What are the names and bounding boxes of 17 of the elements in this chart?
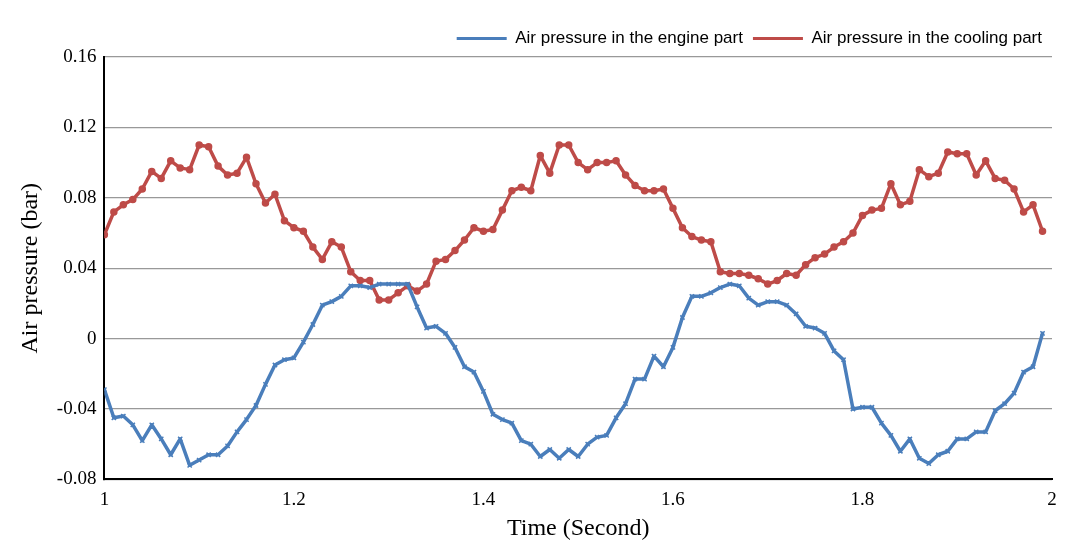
x-tick-label: 1.8 bbox=[850, 487, 875, 509]
y-tick-label: 0.16 bbox=[63, 44, 97, 66]
x-tick-label: 2 bbox=[1047, 487, 1057, 509]
y-tick-label: 0.12 bbox=[63, 115, 97, 137]
x-tick-label: 1.4 bbox=[471, 487, 496, 509]
x-tick-label: 1.2 bbox=[282, 487, 306, 509]
x-tick-label: 1.6 bbox=[661, 487, 685, 509]
y-tick-label: 0.04 bbox=[63, 256, 97, 278]
y-tick-label: -0.08 bbox=[56, 467, 97, 489]
legend-label: Air pressure in the cooling part bbox=[811, 28, 1043, 48]
x-axis-title: Time (Second) bbox=[506, 513, 650, 540]
y-tick-label: -0.04 bbox=[56, 396, 97, 418]
y-axis-title: Air pressure (bar) bbox=[15, 182, 42, 354]
y-tick-label: 0 bbox=[86, 326, 97, 348]
legend-label: Air pressure in the engine part bbox=[515, 28, 744, 48]
y-tick-label: 0.08 bbox=[63, 185, 97, 207]
x-tick-label: 1 bbox=[99, 487, 110, 509]
